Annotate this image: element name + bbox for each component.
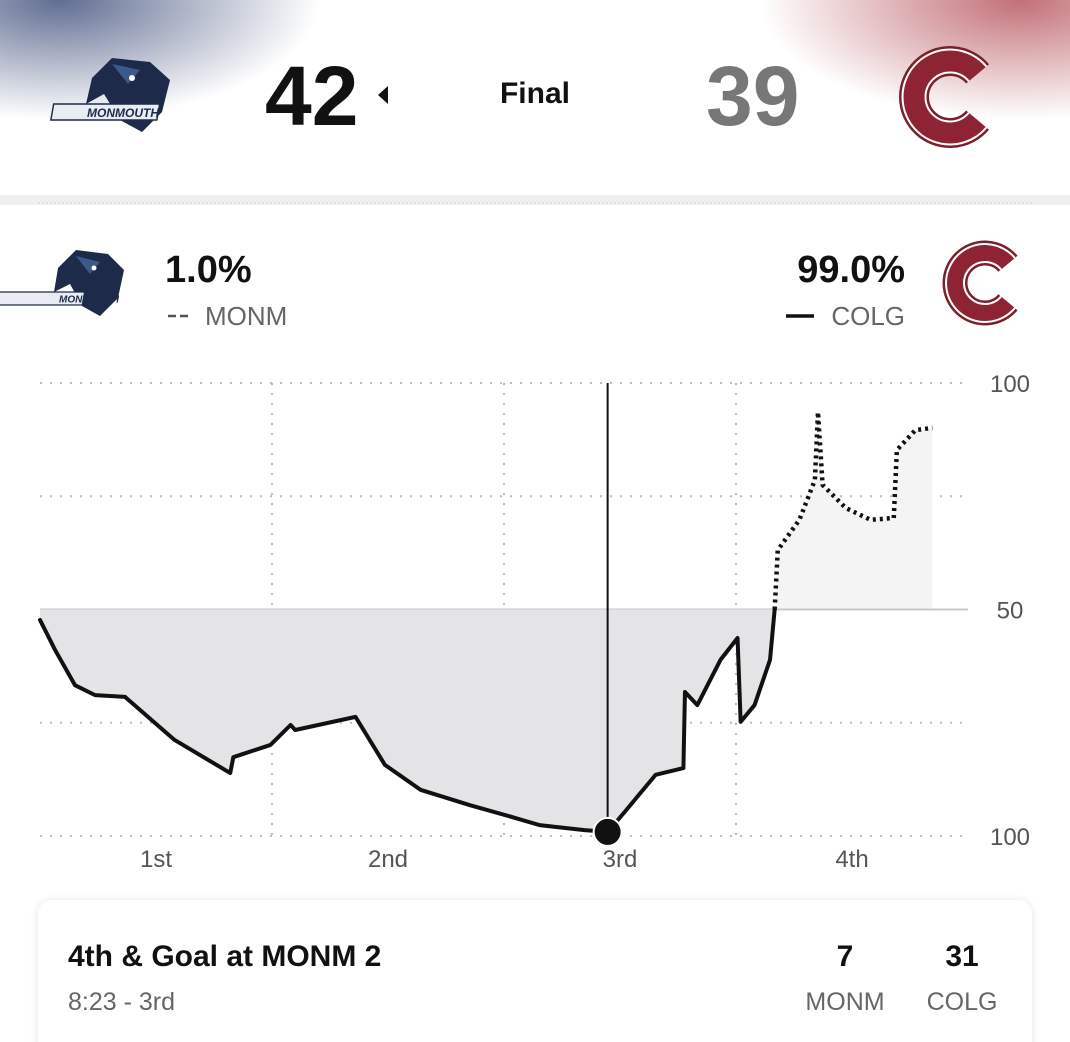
y-tick-label: 100 [990, 824, 1030, 851]
line [772, 409, 933, 610]
selected-point [592, 816, 623, 847]
y-tick-label: 50 [997, 598, 1024, 625]
play-card [38, 900, 1032, 1042]
logo-text: MONMOUTH [87, 106, 159, 120]
away-score: 42 [265, 49, 358, 143]
logo-stroke [947, 245, 1015, 321]
x-tick-label: 4th [835, 846, 868, 873]
legend-label: COLG [831, 301, 905, 331]
area [774, 411, 933, 610]
away-logo [49, 58, 170, 132]
plot: 100 50 100 1st 2nd 3rd 4th [38, 371, 1030, 873]
logo-stroke [903, 50, 986, 144]
x-tick-label: 3rd [603, 846, 638, 873]
line [38, 607, 777, 834]
home-win-pct: 99.0% [797, 249, 905, 291]
game-status: Final [500, 77, 570, 110]
home-logo [942, 240, 1018, 326]
x-tick-label: 1st [140, 846, 172, 873]
y-tick-label: 100 [990, 371, 1030, 398]
team-label: MONM [805, 988, 884, 1016]
winner-indicator [378, 86, 388, 104]
x-tick-label: 2nd [368, 846, 408, 873]
team-score: 31 [945, 940, 978, 973]
divider [0, 195, 1070, 205]
home-score: 39 [706, 49, 799, 143]
play-clock: 8:23 - 3rd [68, 988, 175, 1016]
team-label: COLG [927, 988, 998, 1016]
home-logo [899, 46, 990, 148]
play-title: 4th & Goal at MONM 2 [68, 940, 381, 973]
away-win-pct: 1.0% [165, 249, 252, 291]
team-score: 7 [837, 940, 854, 973]
legend-label: MONM [205, 301, 287, 331]
away-logo [0, 250, 124, 316]
area [40, 609, 775, 832]
header-glow [0, 0, 1070, 195]
logo-text: MONMOUTH [59, 295, 120, 306]
